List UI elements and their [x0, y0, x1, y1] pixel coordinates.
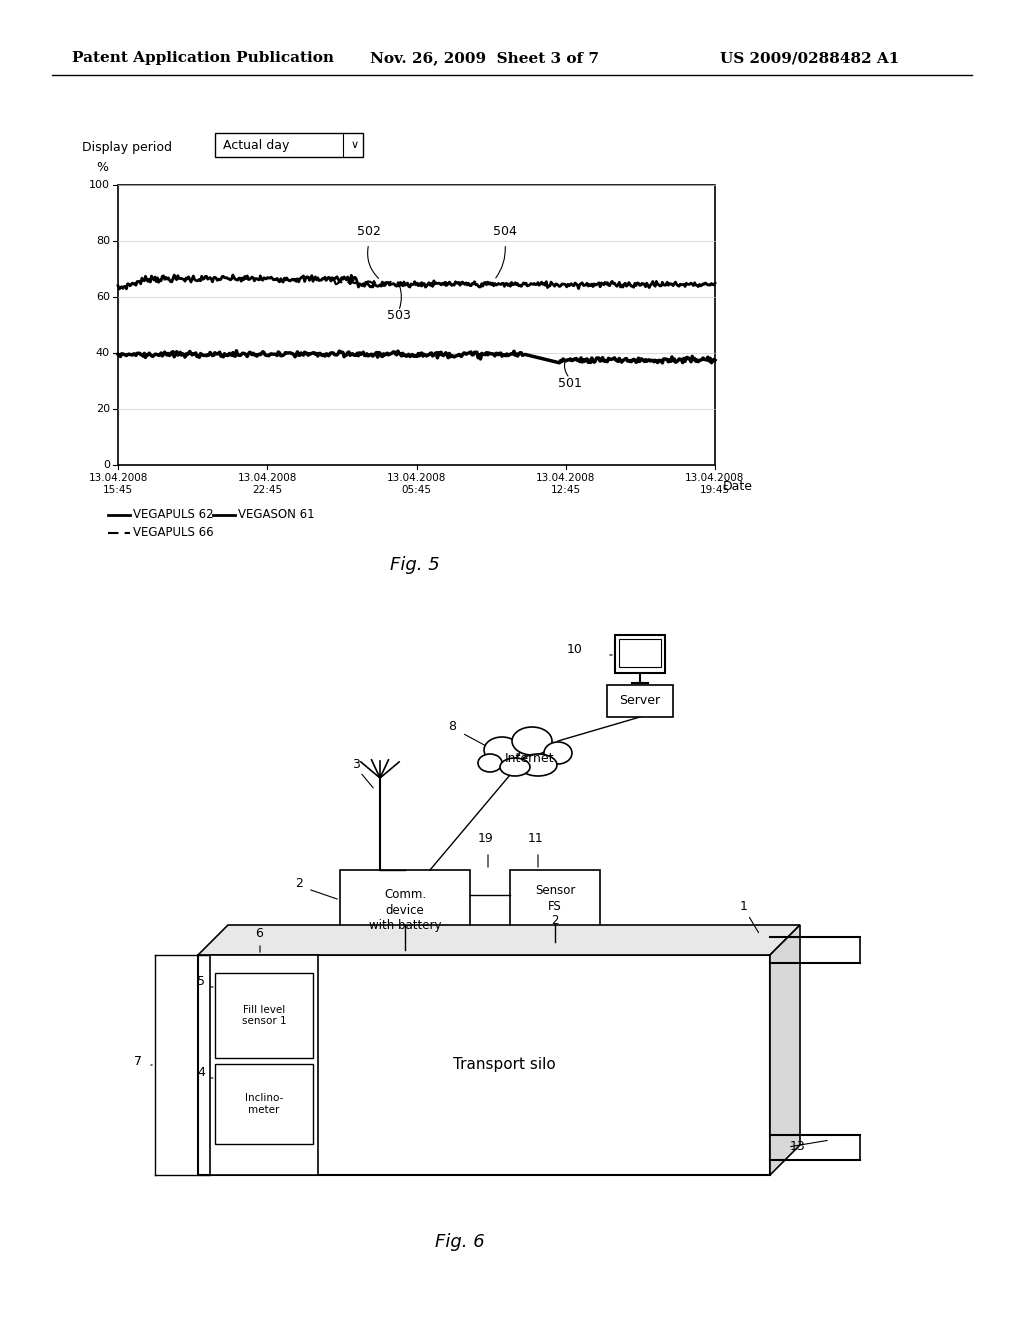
Text: Internet: Internet — [505, 752, 555, 766]
Bar — [615, 635, 665, 673]
Text: 13.04.2008: 13.04.2008 — [387, 473, 446, 483]
Text: VEGAPULS 66: VEGAPULS 66 — [133, 527, 214, 540]
Text: 11: 11 — [528, 832, 544, 845]
Text: US 2009/0288482 A1: US 2009/0288482 A1 — [720, 51, 899, 65]
Text: 60: 60 — [96, 292, 110, 302]
Text: VEGASON 61: VEGASON 61 — [238, 508, 314, 521]
Text: 15:45: 15:45 — [103, 484, 133, 495]
Text: Fig. 6: Fig. 6 — [435, 1233, 485, 1251]
Bar — [215, 1064, 313, 1144]
Text: Nov. 26, 2009  Sheet 3 of 7: Nov. 26, 2009 Sheet 3 of 7 — [370, 51, 599, 65]
Text: 0: 0 — [103, 459, 110, 470]
Text: Actual day: Actual day — [223, 139, 290, 152]
Text: Patent Application Publication: Patent Application Publication — [72, 51, 334, 65]
Ellipse shape — [484, 737, 520, 763]
Bar — [607, 685, 673, 717]
Bar — [618, 639, 662, 667]
Text: Fig. 5: Fig. 5 — [390, 556, 440, 574]
Bar — [215, 973, 313, 1059]
Text: Sensor
FS
2: Sensor FS 2 — [535, 884, 575, 928]
Bar — [198, 954, 770, 1175]
Text: 502: 502 — [356, 226, 381, 239]
Text: 05:45: 05:45 — [401, 484, 431, 495]
Text: Fill level
sensor 1: Fill level sensor 1 — [242, 1005, 287, 1027]
Bar — [215, 133, 362, 157]
Bar — [340, 870, 470, 950]
Text: 5: 5 — [197, 975, 205, 987]
Text: 7: 7 — [134, 1055, 142, 1068]
Ellipse shape — [478, 754, 502, 772]
Text: 504: 504 — [494, 226, 517, 239]
Text: 13: 13 — [790, 1140, 806, 1152]
Bar — [510, 870, 600, 942]
Text: 1: 1 — [740, 900, 748, 913]
Ellipse shape — [544, 742, 572, 764]
Text: 503: 503 — [387, 309, 411, 322]
Text: 501: 501 — [558, 376, 582, 389]
Text: 13.04.2008: 13.04.2008 — [685, 473, 744, 483]
Bar — [118, 185, 715, 465]
Text: 13.04.2008: 13.04.2008 — [536, 473, 595, 483]
Ellipse shape — [512, 727, 552, 755]
Text: 20: 20 — [96, 404, 110, 414]
Text: 13.04.2008: 13.04.2008 — [238, 473, 297, 483]
Text: 12:45: 12:45 — [551, 484, 581, 495]
Text: %: % — [96, 161, 108, 174]
Text: Date: Date — [723, 480, 753, 494]
Text: Transport silo: Transport silo — [453, 1057, 555, 1072]
Text: VEGAPULS 62: VEGAPULS 62 — [133, 508, 214, 521]
Polygon shape — [770, 925, 800, 1175]
Ellipse shape — [519, 754, 557, 776]
Text: 8: 8 — [449, 719, 456, 733]
Text: 40: 40 — [96, 348, 110, 358]
Text: 4: 4 — [198, 1067, 205, 1078]
Text: 3: 3 — [352, 758, 359, 771]
Text: 13.04.2008: 13.04.2008 — [88, 473, 147, 483]
Text: 100: 100 — [89, 180, 110, 190]
Text: 19:45: 19:45 — [700, 484, 730, 495]
Bar — [210, 954, 318, 1175]
Text: 10: 10 — [567, 643, 583, 656]
Text: 6: 6 — [255, 927, 263, 940]
Text: Inclino-
meter: Inclino- meter — [245, 1093, 284, 1115]
Text: 19: 19 — [478, 832, 494, 845]
Ellipse shape — [500, 758, 530, 776]
Text: 22:45: 22:45 — [252, 484, 283, 495]
Text: ∨: ∨ — [351, 140, 359, 150]
Text: 80: 80 — [96, 236, 110, 246]
Text: 2: 2 — [295, 876, 303, 890]
Text: Server: Server — [620, 694, 660, 708]
Text: Display period: Display period — [82, 140, 172, 153]
Text: Comm.
device
with battery: Comm. device with battery — [369, 888, 441, 932]
Polygon shape — [198, 925, 800, 954]
